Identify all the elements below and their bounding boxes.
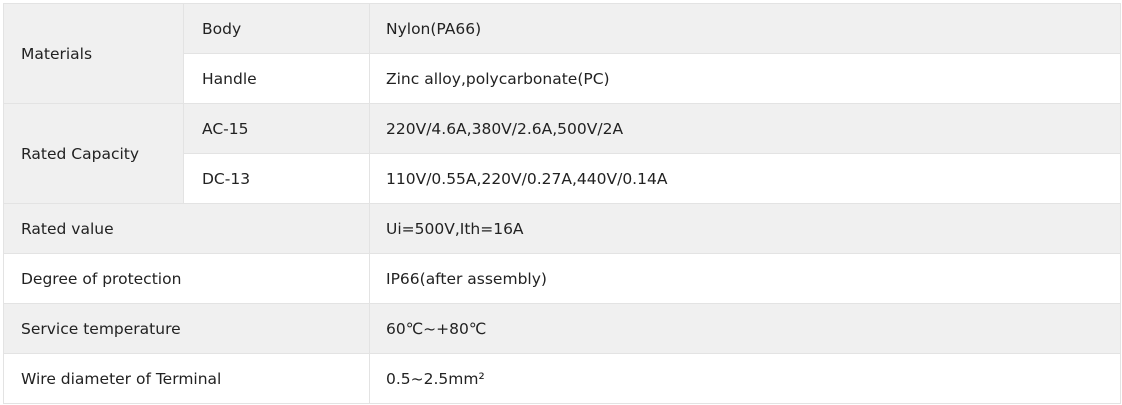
body-value: Nylon(PA66) — [369, 3, 1121, 54]
rated-value-value: Ui=500V,Ith=16A — [369, 203, 1121, 254]
handle-label: Handle — [183, 53, 370, 104]
body-label: Body — [183, 3, 370, 54]
table-row-rated-value: Rated value Ui=500V,Ith=16A — [3, 203, 1121, 254]
table-row-wire-diameter: Wire diameter of Terminal 0.5~2.5mm² — [3, 353, 1121, 404]
degree-of-protection-value: IP66(after assembly) — [369, 253, 1121, 304]
wire-diameter-label: Wire diameter of Terminal — [3, 353, 370, 404]
service-temperature-label: Service temperature — [3, 303, 370, 354]
table-row-materials-handle: Handle Zinc alloy,polycarbonate(PC) — [4, 53, 1121, 104]
handle-value: Zinc alloy,polycarbonate(PC) — [369, 53, 1121, 104]
wire-diameter-value: 0.5~2.5mm² — [369, 353, 1121, 404]
table-row-rated-capacity-dc13: DC-13 110V/0.55A,220V/0.27A,440V/0.14A — [4, 153, 1121, 204]
table-row-rated-capacity-ac15: Rated Capacity AC-15 220V/4.6A,380V/2.6A… — [3, 103, 1121, 204]
dc13-value: 110V/0.55A,220V/0.27A,440V/0.14A — [369, 153, 1121, 204]
specifications-table: Materials Body Nylon(PA66) Handle Zinc a… — [3, 3, 1121, 404]
service-temperature-value: 60℃~+80℃ — [369, 303, 1121, 354]
dc13-label: DC-13 — [183, 153, 370, 204]
materials-label: Materials — [3, 3, 184, 104]
rated-value-label: Rated value — [3, 203, 370, 254]
table-row-service-temperature: Service temperature 60℃~+80℃ — [3, 303, 1121, 354]
rated-capacity-label: Rated Capacity — [3, 103, 184, 204]
ac15-label: AC-15 — [183, 103, 370, 154]
degree-of-protection-label: Degree of protection — [3, 253, 370, 304]
ac15-value: 220V/4.6A,380V/2.6A,500V/2A — [369, 103, 1121, 154]
table-row-materials-body: Materials Body Nylon(PA66) — [3, 3, 1121, 104]
table-row-degree-of-protection: Degree of protection IP66(after assembly… — [3, 253, 1121, 304]
